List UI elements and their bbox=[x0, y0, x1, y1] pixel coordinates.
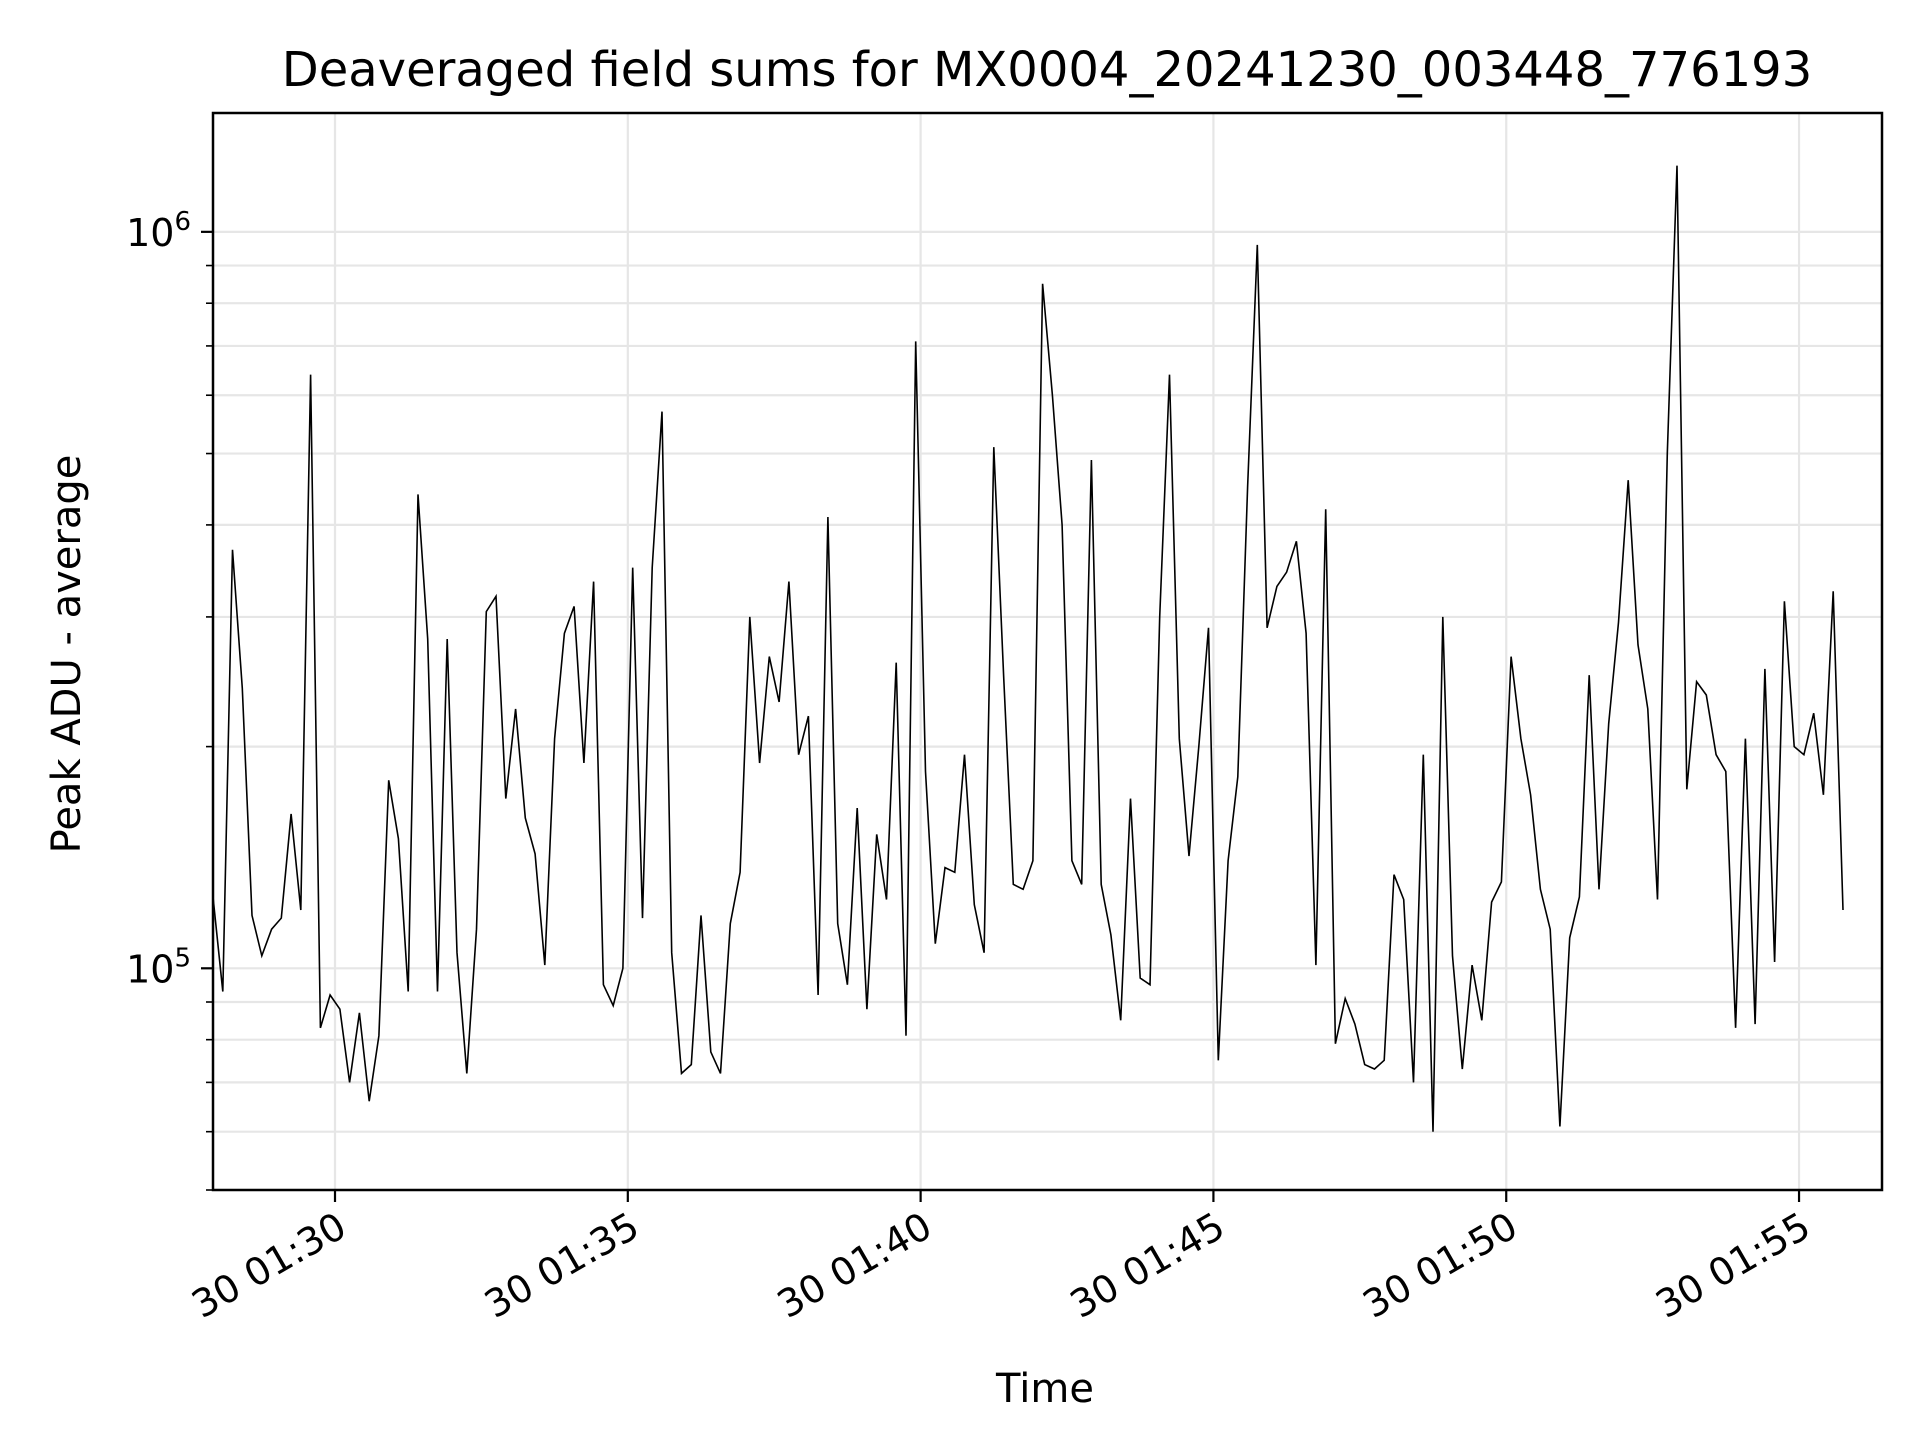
y-tick-exponent: 6 bbox=[174, 207, 191, 237]
y-tick-base: 10 bbox=[126, 211, 174, 255]
y-axis-label: Peak ADU - average bbox=[44, 455, 90, 854]
plot-frame bbox=[211, 111, 1884, 1192]
x-axis-label: Time bbox=[995, 1366, 1094, 1412]
chart-title: Deaveraged field sums for MX0004_2024123… bbox=[282, 42, 1813, 98]
y-tick-label: 106 bbox=[126, 207, 191, 255]
series-line-group bbox=[212, 165, 1844, 1132]
series-line bbox=[212, 165, 1844, 1132]
y-tick-exponent: 5 bbox=[174, 943, 191, 973]
y-tick-label: 105 bbox=[126, 943, 191, 991]
axis-ticks bbox=[201, 230, 1801, 1202]
y-tick-base: 10 bbox=[126, 947, 174, 991]
